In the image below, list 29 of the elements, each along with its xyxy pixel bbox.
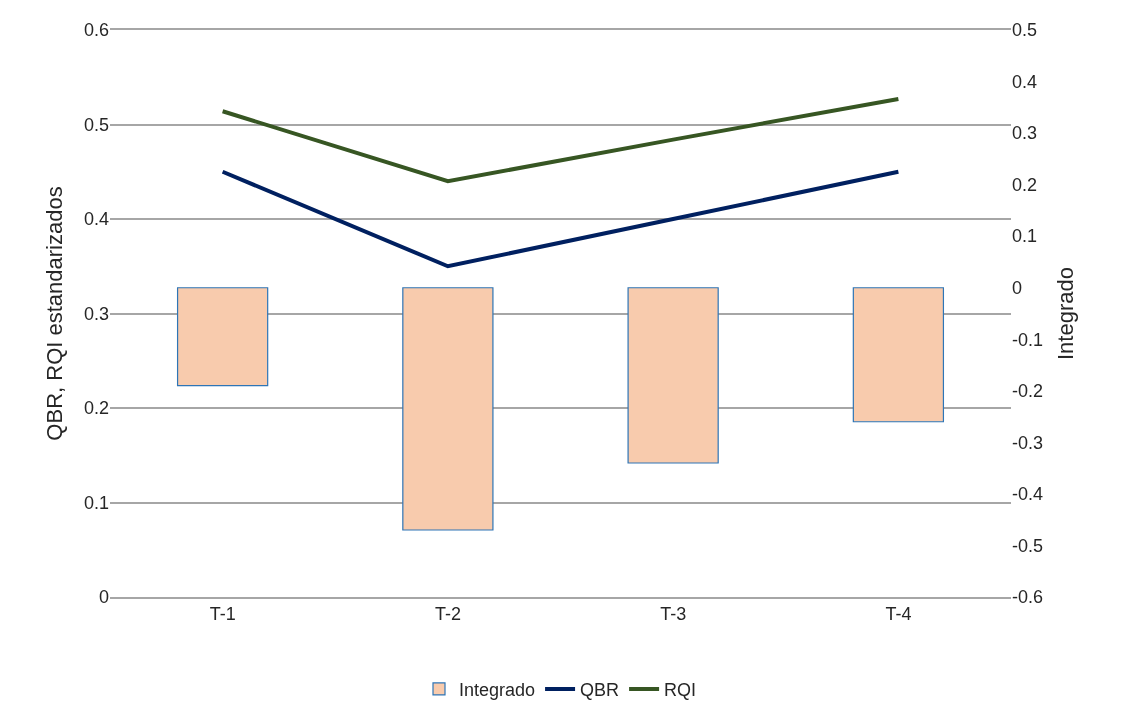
y2-tick-label: -0.6 [1012,587,1044,608]
x-tick-label: T-2 [434,604,461,625]
y-tick-label: 0.6 [83,20,109,41]
x-tick-label: T-4 [885,604,912,625]
x-tick-label: T-3 [660,604,687,625]
y2-axis-title: Integrado [1052,267,1078,360]
y2-tick-label: -0.3 [1012,432,1044,453]
y-tick-label: 0.3 [83,303,109,324]
y-tick-label: 0.5 [83,114,109,135]
line-series [220,96,901,184]
y2-tick-label: -0.4 [1012,484,1044,505]
y2-tick-label: 0 [1012,278,1023,299]
legend-label: RQI [664,679,697,700]
y2-tick-label: -0.2 [1012,381,1044,402]
y2-tick-label: 0.2 [1012,174,1038,195]
y-tick-label: 0.1 [83,492,109,513]
y-axis-title: QBR, RQI estandarizados [41,186,67,441]
y2-tick-label: 0.3 [1012,123,1038,144]
legend-label: QBR [580,679,620,700]
x-tick-label: T-1 [209,604,236,625]
y2-tick-label: 0.5 [1012,20,1038,41]
legend-label: Integrado [459,679,536,700]
y2-tick-label: -0.5 [1012,535,1044,556]
y2-tick-label: 0.4 [1012,71,1038,92]
y2-tick-label: 0.1 [1012,226,1038,247]
y-tick-label: 0.2 [83,398,109,419]
y-tick-label: 0.4 [83,209,109,230]
y-tick-label: 0 [98,587,109,608]
y2-tick-label: -0.1 [1012,329,1044,350]
